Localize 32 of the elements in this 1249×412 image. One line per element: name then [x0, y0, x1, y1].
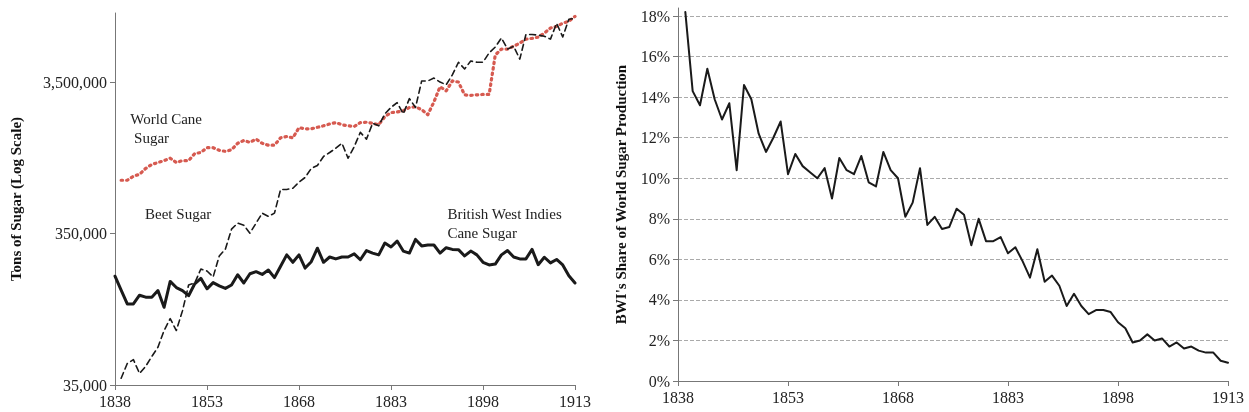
y-tick-label: 2% — [648, 331, 670, 349]
x-tick-label: 1853 — [191, 392, 223, 410]
y-tick-label: 8% — [648, 210, 670, 228]
series-label: British West Indies Cane Sugar — [447, 206, 566, 242]
x-tick-label: 1883 — [375, 392, 407, 410]
x-tick-label: 1868 — [882, 388, 914, 406]
y-tick-label: 35,000 — [63, 376, 107, 394]
y-tick-label: 0% — [648, 372, 670, 390]
x-tick-label: 1868 — [283, 392, 315, 410]
x-tick-label: 1898 — [1102, 388, 1134, 406]
x-tick-label: 1853 — [772, 388, 804, 406]
y-tick-label: 4% — [648, 291, 670, 309]
line-series — [684, 11, 1229, 364]
y-tick-label: 16% — [640, 48, 670, 66]
y-tick-label: 18% — [640, 7, 670, 25]
x-tick-label: 1913 — [1212, 388, 1244, 406]
x-tick-label: 1838 — [99, 392, 131, 410]
y-tick-label: 10% — [640, 169, 670, 187]
series-label: Beet Sugar — [145, 206, 212, 223]
y-tick-label: 6% — [648, 250, 670, 268]
x-tick-label: 1913 — [559, 392, 591, 410]
y-axis-title: BWI's Share of World Sugar Production — [612, 64, 629, 325]
x-tick-label: 1838 — [662, 388, 694, 406]
line-series — [119, 14, 577, 182]
x-tick-label: 1883 — [992, 388, 1024, 406]
x-tick-label: 1898 — [467, 392, 499, 410]
y-tick-label: 12% — [640, 129, 670, 147]
y-axis-title: Tons of Sugar (Log Scale) — [7, 116, 25, 282]
y-tick-label: 350,000 — [55, 225, 107, 243]
y-tick-label: 14% — [640, 88, 670, 106]
series-label: World Cane Sugar — [130, 111, 203, 147]
y-tick-label: 3,500,000 — [43, 73, 107, 91]
